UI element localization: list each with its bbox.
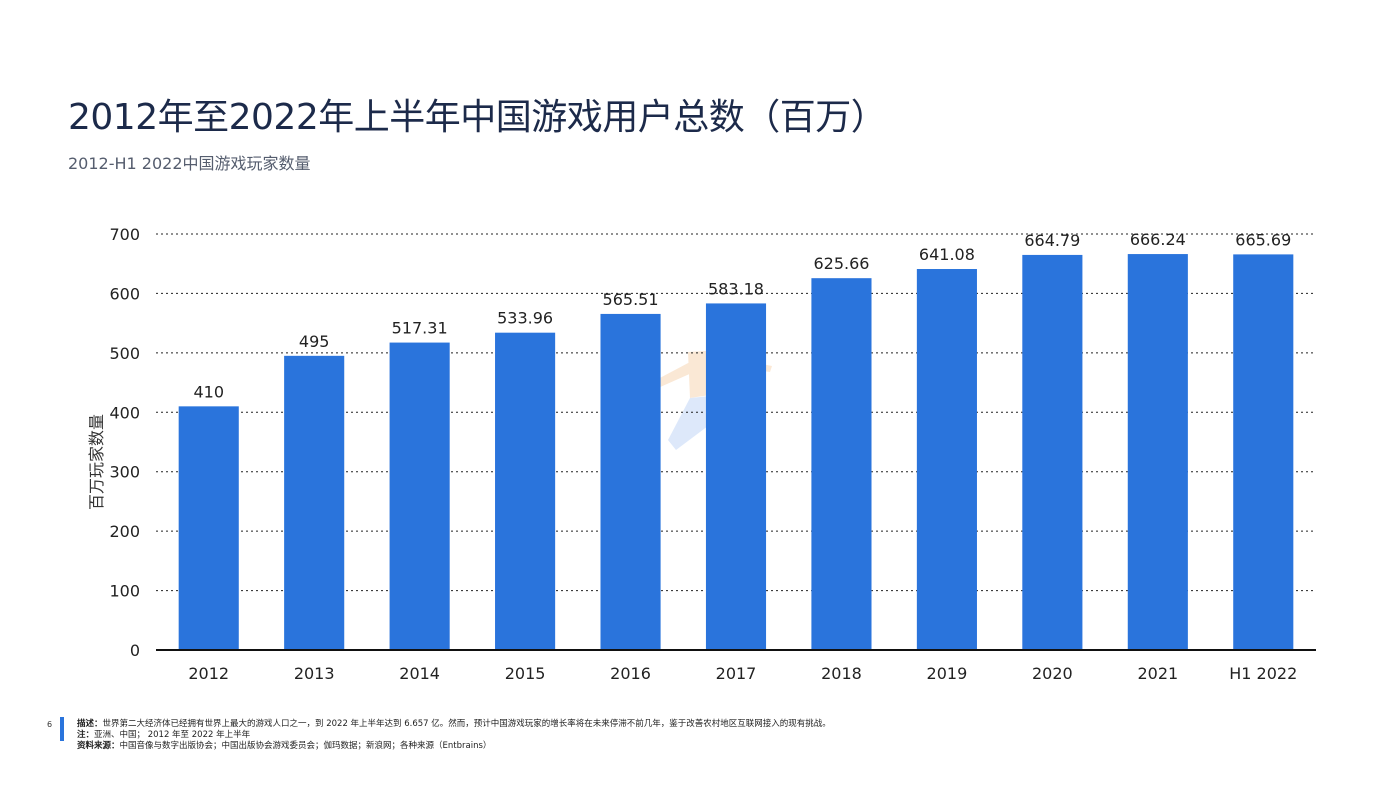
footer-description: 描述：世界第二大经济体已经拥有世界上最大的游戏人口之一，到 2022 年上半年达… xyxy=(77,719,831,729)
page-number: 6 xyxy=(47,720,53,729)
y-axis-label: 百万玩家数量 xyxy=(87,414,106,510)
x-tick-labels: 2012 2013 2014 2015 2016 2017 2018 2019 2020 2021… xyxy=(188,664,1297,683)
x-tick-label: 2014 xyxy=(399,664,440,683)
y-tick-label: 400 xyxy=(109,403,140,422)
x-tick-label: 2015 xyxy=(505,664,546,683)
bar xyxy=(600,313,661,650)
bar-value-label: 666.24 xyxy=(1130,230,1186,249)
bar-value-label: 517.31 xyxy=(392,319,448,338)
footer-accent-bar xyxy=(60,717,64,741)
bar-value-label: 533.96 xyxy=(497,309,553,328)
x-tick-label: H1 2022 xyxy=(1229,664,1297,683)
y-tick-label: 300 xyxy=(109,463,140,482)
bars xyxy=(178,254,1294,650)
y-tick-label: 700 xyxy=(109,225,140,244)
footer-note: 注：亚洲、中国； 2012 年至 2022 年上半年 xyxy=(77,730,251,740)
y-tick-label: 100 xyxy=(109,582,140,601)
y-tick-label: 0 xyxy=(130,641,140,660)
x-tick-label: 2021 xyxy=(1137,664,1178,683)
x-tick-label: 2012 xyxy=(188,664,229,683)
bar xyxy=(1127,254,1188,650)
footer-notes: 描述：世界第二大经济体已经拥有世界上最大的游戏人口之一，到 2022 年上半年达… xyxy=(77,719,831,752)
footer-source: 资料来源：中国音像与数字出版协会；中国出版协会游戏委员会；伽玛数据；新浪网；各种… xyxy=(77,741,492,751)
bar xyxy=(495,332,556,650)
bar-value-label: 495 xyxy=(299,332,330,351)
bar-value-label: 641.08 xyxy=(919,245,975,264)
bar-value-label: 410 xyxy=(193,382,224,401)
bar-value-label: 583.18 xyxy=(708,279,764,298)
x-tick-label: 2013 xyxy=(294,664,335,683)
x-tick-label: 2017 xyxy=(716,664,757,683)
bar-value-label: 565.51 xyxy=(603,290,659,309)
value-labels: 410 495 517.31 533.96 565.51 583.18 625.66 641.… xyxy=(193,230,1291,401)
bar xyxy=(178,406,239,650)
bar-value-label: 665.69 xyxy=(1235,230,1291,249)
bar-value-label: 664.79 xyxy=(1024,231,1080,250)
bar xyxy=(811,278,872,650)
x-tick-label: 2019 xyxy=(927,664,968,683)
y-tick-label: 500 xyxy=(109,344,140,363)
y-tick-label: 600 xyxy=(109,284,140,303)
page-subtitle: 2012-H1 2022中国游戏玩家数量 xyxy=(68,154,311,173)
x-tick-label: 2016 xyxy=(610,664,651,683)
bar xyxy=(284,355,345,650)
y-tick-labels: 0 100 200 300 400 500 600 700 xyxy=(109,225,140,660)
bar xyxy=(389,342,450,650)
bar xyxy=(705,303,767,650)
page-title: 2012年至2022年上半年中国游戏用户总数（百万） xyxy=(68,97,887,138)
bar xyxy=(1233,254,1294,650)
bar xyxy=(1022,254,1083,650)
y-tick-label: 200 xyxy=(109,522,140,541)
bar xyxy=(916,269,977,650)
x-tick-label: 2020 xyxy=(1032,664,1073,683)
bar-value-label: 625.66 xyxy=(813,254,869,273)
x-tick-label: 2018 xyxy=(821,664,862,683)
